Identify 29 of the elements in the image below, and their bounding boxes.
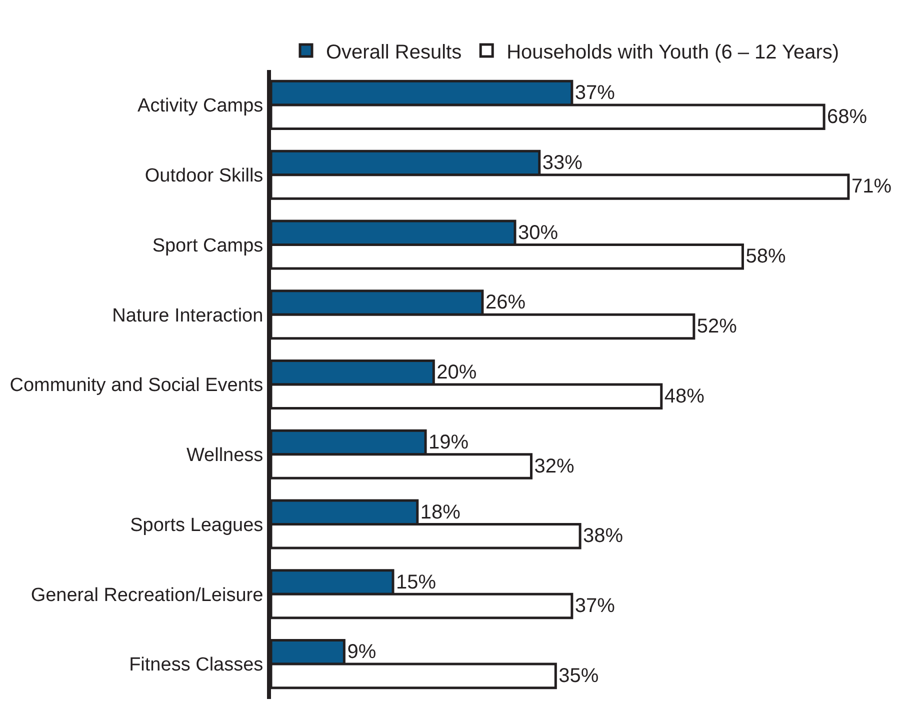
data-label: 35% (558, 664, 599, 687)
data-label: 58% (746, 246, 786, 268)
data-label: 30% (518, 222, 558, 244)
legend-label: Overall Results (326, 41, 462, 64)
y-tick-label: Nature Interaction (112, 305, 264, 326)
data-label: 18% (420, 501, 461, 524)
data-label: 32% (534, 455, 575, 478)
y-tick-label: Activity Camps (138, 96, 264, 117)
y-tick-label: General Recreation/Leisure (30, 584, 264, 606)
data-label: 20% (436, 362, 477, 384)
data-label: 37% (574, 595, 616, 618)
y-tick-label: Sport Camps (152, 235, 264, 256)
y-tick-label: Community and Social Events (10, 375, 264, 396)
data-label: 38% (583, 525, 624, 548)
data-label: 9% (347, 641, 376, 664)
data-label: 15% (396, 571, 436, 594)
data-label: 48% (664, 385, 705, 408)
y-tick-label: Fitness Classes (129, 654, 264, 676)
data-label: 26% (485, 292, 526, 314)
data-label: 19% (428, 432, 469, 454)
legend-label: Households with Youth (6 – 12 Years) (506, 41, 840, 64)
data-label: 71% (851, 176, 892, 198)
data-label: 37% (574, 82, 616, 104)
data-label: 52% (696, 315, 738, 338)
data-label: 68% (827, 106, 868, 128)
y-tick-label: Wellness (186, 445, 264, 466)
data-label: 33% (542, 152, 583, 174)
y-tick-label: Outdoor Skills (144, 165, 264, 186)
y-tick-label: Sports Leagues (130, 514, 264, 536)
